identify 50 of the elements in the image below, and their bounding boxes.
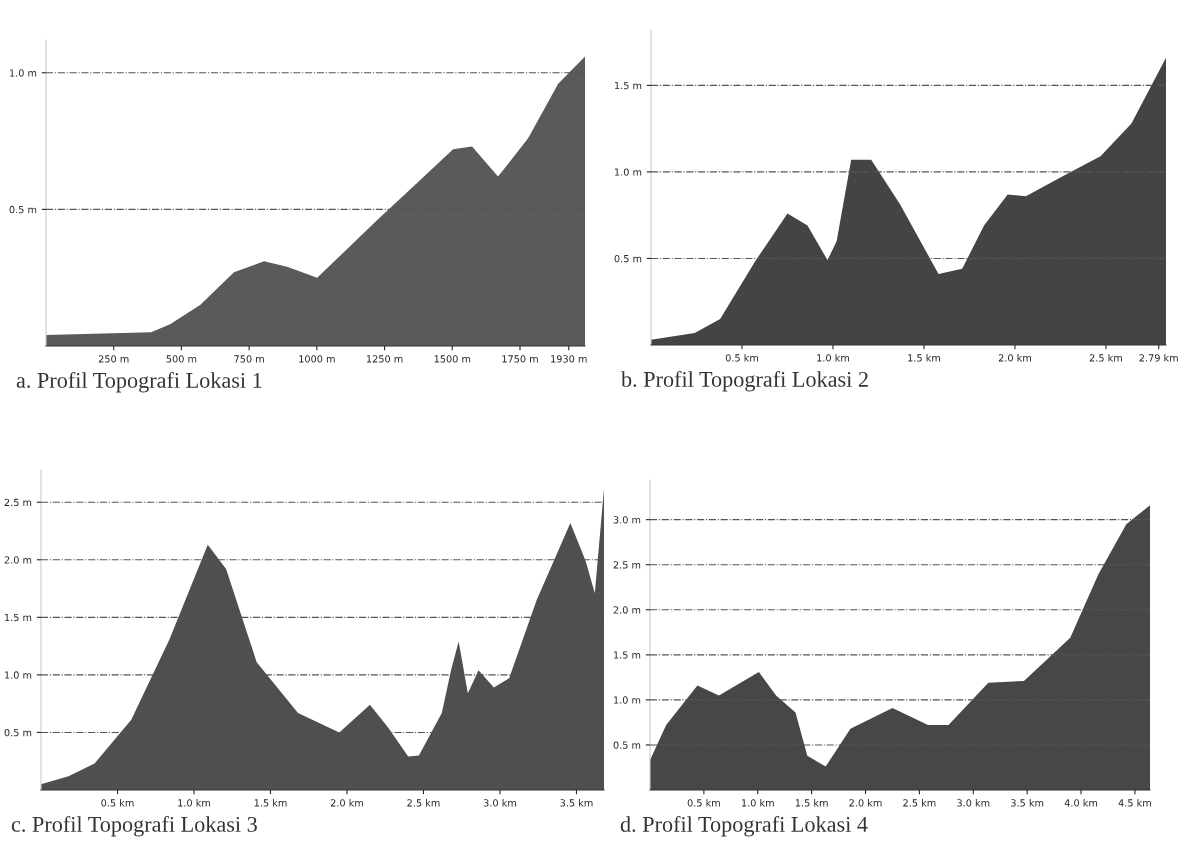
x-tick-label: 1930 m	[551, 355, 587, 363]
text: b. Profil Topografi Lokasi 2	[621, 371, 868, 392]
y-tick-label: 1.5 m	[5, 613, 32, 622]
y-tick-label: 1.5 m	[614, 651, 641, 659]
y-tick-label: 1.0 m	[5, 671, 32, 679]
x-tick-label: 1750 m	[502, 355, 538, 363]
text: d. Profil Topografi Lokasi 4	[620, 816, 868, 837]
y-tick-label: 3.0 m	[613, 516, 641, 524]
x-tick-label: 250 m	[98, 355, 129, 363]
text: c. Profil Topografi Lokasi 3	[11, 816, 257, 837]
y-tick-label: 1.0 m	[615, 168, 642, 176]
y-tick-label: 0.5 m	[614, 254, 642, 263]
x-tick-label: 2.5 km	[903, 799, 936, 807]
x-tick-label: 4.5 km	[1118, 799, 1151, 807]
y-tick-label: 2.0 m	[4, 556, 32, 564]
y-tick-label: 1.0 m	[10, 69, 37, 77]
y-tick-label: 1.0 m	[614, 696, 641, 704]
x-tick-label: 3.5 km	[1011, 799, 1044, 807]
x-tick-label: 750 m	[234, 355, 264, 363]
x-tick-label: 0.5 km	[101, 799, 134, 807]
x-tick-label: 2.79 km	[1139, 354, 1178, 362]
x-tick-label: 3.5 km	[560, 799, 593, 807]
x-tick-label: 1.5 km	[254, 799, 287, 807]
x-tick-label: 0.5 km	[687, 799, 720, 807]
x-tick-label: 2.0 km	[849, 799, 882, 807]
y-tick-label: 2.5 m	[613, 561, 641, 569]
x-tick-label: 1.0 km	[178, 799, 210, 807]
y-tick-label: 2.0 m	[613, 606, 641, 614]
text: a. Profil Topografi Lokasi 1	[16, 372, 262, 393]
x-tick-label: 3.0 km	[483, 799, 516, 807]
x-tick-label: 1500 m	[434, 355, 471, 363]
x-tick-label: 1.0 km	[817, 354, 849, 362]
x-tick-label: 1.5 km	[795, 799, 828, 807]
x-tick-label: 2.5 km	[407, 799, 440, 807]
x-tick-label: 1.0 km	[742, 799, 774, 807]
x-tick-label: 4.0 km	[1064, 799, 1098, 807]
y-tick-label: 0.5 m	[4, 728, 32, 737]
y-tick-label: 0.5 m	[9, 205, 37, 214]
x-tick-label: 3.0 km	[957, 799, 990, 807]
y-tick-label: 2.5 m	[4, 498, 32, 507]
x-tick-label: 2.5 km	[1089, 354, 1122, 362]
y-tick-label: 0.5 m	[613, 741, 641, 749]
x-tick-label: 1000 m	[299, 355, 335, 363]
x-tick-label: 500 m	[166, 355, 197, 363]
x-tick-label: 0.5 km	[725, 354, 758, 362]
x-tick-label: 2.0 km	[998, 354, 1031, 362]
x-tick-label: 2.0 km	[330, 799, 363, 807]
x-tick-label: 1.5 km	[908, 354, 940, 362]
x-tick-label: 1250 m	[366, 355, 403, 363]
y-tick-label: 1.5 m	[615, 81, 642, 90]
